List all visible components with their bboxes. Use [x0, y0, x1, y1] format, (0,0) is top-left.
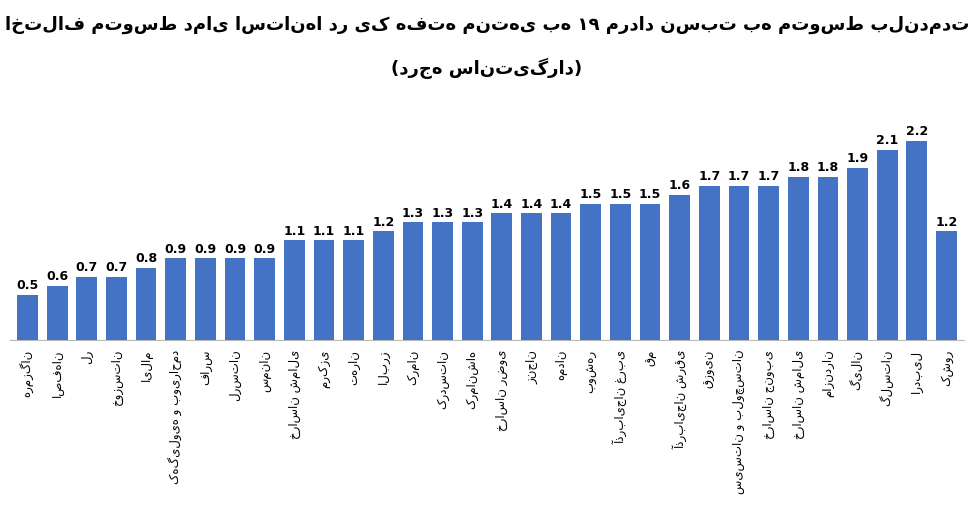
Bar [314, 241, 334, 340]
Bar [254, 258, 275, 340]
Text: 1.3: 1.3 [461, 207, 483, 220]
Text: 0.5: 0.5 [17, 279, 39, 292]
Bar [729, 186, 749, 340]
Bar [817, 177, 839, 340]
Text: 0.9: 0.9 [253, 243, 276, 256]
Text: 1.5: 1.5 [580, 188, 602, 201]
Text: 2.1: 2.1 [876, 134, 898, 147]
Text: 1.7: 1.7 [698, 170, 721, 184]
Bar [640, 204, 660, 340]
Bar [788, 177, 808, 340]
Text: 1.5: 1.5 [610, 188, 631, 201]
Bar [106, 277, 127, 340]
Bar [135, 268, 157, 340]
Bar [402, 222, 424, 340]
Text: 0.9: 0.9 [165, 243, 187, 256]
Text: 1.4: 1.4 [550, 198, 573, 210]
Bar [195, 258, 216, 340]
Bar [492, 213, 512, 340]
Bar [936, 231, 956, 340]
Bar [907, 141, 927, 340]
Text: اختلاف متوسط دمای استان‌ها در یک هفته منتهی به ۱۹ مرداد نسبت به متوسط بلندمدت: اختلاف متوسط دمای استان‌ها در یک هفته من… [5, 16, 969, 34]
Bar [373, 231, 393, 340]
Bar [699, 186, 720, 340]
Text: (درجه سانتیگراد): (درجه سانتیگراد) [392, 58, 582, 78]
Bar [432, 222, 453, 340]
Bar [76, 277, 97, 340]
Text: 1.2: 1.2 [372, 215, 394, 229]
Bar [284, 241, 305, 340]
Text: 1.4: 1.4 [491, 198, 513, 210]
Text: 0.8: 0.8 [135, 252, 157, 265]
Bar [758, 186, 779, 340]
Bar [877, 150, 898, 340]
Text: 1.5: 1.5 [639, 188, 661, 201]
Bar [225, 258, 245, 340]
Text: 1.1: 1.1 [313, 225, 335, 237]
Text: 1.1: 1.1 [343, 225, 364, 237]
Bar [669, 195, 690, 340]
Text: 0.6: 0.6 [46, 270, 68, 283]
Bar [343, 241, 364, 340]
Bar [521, 213, 542, 340]
Bar [18, 294, 38, 340]
Text: 1.4: 1.4 [520, 198, 543, 210]
Text: 1.6: 1.6 [668, 179, 691, 192]
Text: 1.8: 1.8 [817, 161, 839, 174]
Bar [47, 286, 67, 340]
Text: 1.9: 1.9 [846, 152, 869, 165]
Text: 0.9: 0.9 [195, 243, 216, 256]
Text: 1.2: 1.2 [935, 215, 957, 229]
Bar [847, 168, 868, 340]
Bar [166, 258, 186, 340]
Bar [462, 222, 482, 340]
Bar [610, 204, 631, 340]
Text: 0.7: 0.7 [105, 261, 128, 274]
Bar [550, 213, 572, 340]
Text: 0.7: 0.7 [76, 261, 98, 274]
Text: 1.8: 1.8 [787, 161, 809, 174]
Text: 1.7: 1.7 [758, 170, 780, 184]
Text: 1.3: 1.3 [431, 207, 454, 220]
Text: 1.3: 1.3 [402, 207, 424, 220]
Text: 1.1: 1.1 [283, 225, 306, 237]
Bar [581, 204, 601, 340]
Text: 1.7: 1.7 [728, 170, 750, 184]
Text: 2.2: 2.2 [906, 125, 928, 138]
Text: 0.9: 0.9 [224, 243, 246, 256]
